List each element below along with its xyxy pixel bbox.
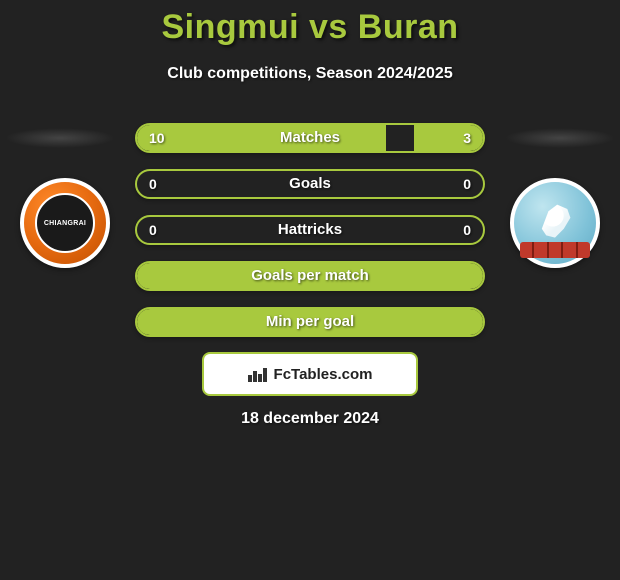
team-logo-right-emblem	[533, 198, 577, 242]
stat-bar-value-right: 0	[463, 171, 471, 197]
stat-bar-label: Hattricks	[137, 217, 483, 243]
page-subtitle: Club competitions, Season 2024/2025	[0, 65, 620, 83]
team-logo-left-inner: CHIANGRAI	[35, 193, 95, 253]
team-logo-left-text: CHIANGRAI	[44, 220, 86, 227]
stat-bar-label: Min per goal	[137, 309, 483, 335]
stat-bar-label: Goals	[137, 171, 483, 197]
team-logo-right	[510, 178, 600, 268]
date-label: 18 december 2024	[0, 410, 620, 428]
brand-link[interactable]: FcTables.com	[202, 352, 418, 396]
stat-bar: Goals0 0	[135, 169, 485, 199]
stat-bar-label: Matches	[137, 125, 483, 151]
stat-bar-value-right: 0	[463, 217, 471, 243]
stat-bars: Matches103Goals00Hattricks00Goals per ma…	[135, 123, 485, 353]
brand-text: FcTables.com	[274, 366, 373, 383]
logo-shadow-left	[5, 128, 115, 148]
stat-bar: Goals per match	[135, 261, 485, 291]
stat-bar-value-left: 0	[149, 217, 157, 243]
logo-shadow-right	[505, 128, 615, 148]
chart-icon	[248, 366, 268, 382]
stat-bar-value-left: 0	[149, 171, 157, 197]
stat-bar-value-right: 3	[463, 125, 471, 151]
team-logo-right-stripes	[520, 242, 590, 258]
page-title: Singmui vs Buran	[0, 0, 620, 47]
stat-bar: Min per goal	[135, 307, 485, 337]
stat-bar: Matches10 3	[135, 123, 485, 153]
stat-bar: Hattricks0 0	[135, 215, 485, 245]
stat-bar-label: Goals per match	[137, 263, 483, 289]
stat-bar-value-left: 10	[149, 125, 165, 151]
team-logo-left: CHIANGRAI	[20, 178, 110, 268]
